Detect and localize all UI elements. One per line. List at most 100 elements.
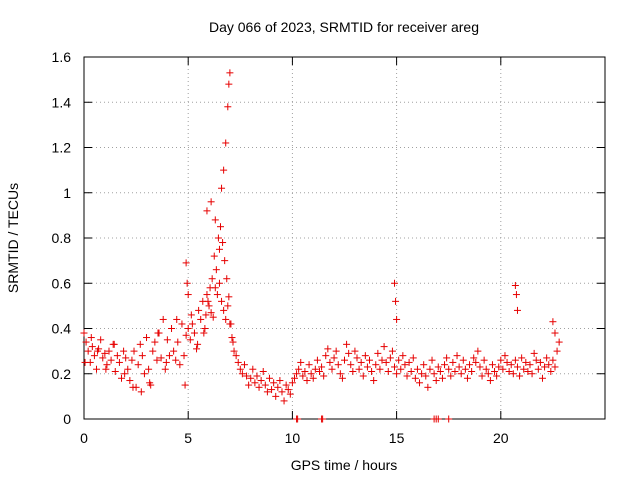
data-point bbox=[102, 365, 110, 373]
data-point bbox=[343, 340, 351, 348]
data-point bbox=[503, 358, 511, 366]
data-point bbox=[110, 340, 118, 348]
data-point bbox=[247, 374, 255, 382]
data-point bbox=[207, 309, 215, 317]
data-point bbox=[536, 358, 544, 366]
data-point bbox=[184, 325, 192, 332]
data-point bbox=[547, 367, 555, 375]
data-point bbox=[443, 354, 451, 362]
data-point bbox=[81, 358, 89, 366]
data-point bbox=[341, 356, 348, 364]
data-point bbox=[545, 361, 553, 369]
data-point bbox=[286, 390, 294, 398]
data-point bbox=[259, 367, 267, 375]
data-point bbox=[430, 370, 438, 378]
axis-ticks: 0 0.2 0.4 0.6 0.8 1 1.2 1.4 1.6 0 5 10 15 20 bbox=[52, 49, 605, 446]
data-point bbox=[493, 372, 501, 380]
data-point bbox=[347, 361, 355, 369]
data-point bbox=[522, 358, 530, 366]
data-point bbox=[378, 356, 386, 364]
data-point bbox=[215, 279, 223, 287]
data-point bbox=[524, 367, 532, 375]
data-point bbox=[122, 354, 130, 362]
data-point bbox=[520, 365, 528, 373]
data-point bbox=[499, 365, 507, 373]
data-point bbox=[372, 361, 380, 369]
data-point bbox=[549, 318, 557, 326]
data-point bbox=[388, 347, 396, 355]
data-point bbox=[245, 381, 253, 389]
data-point bbox=[168, 325, 176, 332]
data-point bbox=[240, 361, 248, 369]
data-point bbox=[459, 356, 467, 364]
data-point bbox=[295, 365, 303, 373]
data-point bbox=[163, 336, 171, 344]
data-point bbox=[126, 377, 134, 385]
data-point bbox=[509, 370, 517, 378]
data-point bbox=[270, 379, 278, 387]
data-point bbox=[187, 311, 195, 319]
data-point bbox=[376, 365, 384, 373]
y-tick-label: 0.4 bbox=[52, 321, 72, 337]
data-point bbox=[497, 356, 505, 364]
data-point bbox=[215, 245, 223, 253]
data-point bbox=[99, 354, 107, 362]
data-point bbox=[511, 356, 519, 364]
data-point bbox=[197, 315, 205, 323]
data-point bbox=[140, 370, 148, 378]
data-point bbox=[210, 252, 218, 260]
data-point bbox=[130, 347, 138, 355]
data-point bbox=[234, 358, 242, 366]
data-point bbox=[272, 392, 280, 400]
x-tick-label: 5 bbox=[184, 430, 192, 446]
data-point bbox=[374, 349, 382, 357]
data-points bbox=[80, 69, 563, 423]
x-axis-label: GPS time / hours bbox=[291, 457, 398, 473]
data-point bbox=[230, 347, 238, 355]
data-point bbox=[359, 372, 367, 380]
data-point bbox=[457, 370, 465, 378]
data-point bbox=[413, 365, 421, 373]
data-point bbox=[455, 363, 463, 371]
data-point bbox=[384, 367, 392, 375]
data-point bbox=[351, 347, 359, 355]
data-point bbox=[505, 367, 513, 375]
data-point bbox=[466, 361, 474, 369]
data-point bbox=[541, 363, 549, 371]
data-point bbox=[513, 306, 521, 314]
data-point bbox=[97, 336, 105, 344]
data-point bbox=[434, 415, 442, 423]
data-point bbox=[146, 379, 154, 387]
data-point bbox=[474, 347, 482, 355]
data-point bbox=[476, 363, 484, 371]
data-point bbox=[228, 334, 236, 342]
data-point bbox=[182, 259, 190, 267]
data-point bbox=[511, 282, 519, 290]
data-point bbox=[176, 361, 184, 369]
y-tick-label: 1.6 bbox=[52, 49, 72, 65]
chart-title: Day 066 of 2023, SRMTID for receiver are… bbox=[209, 19, 479, 35]
data-point bbox=[190, 329, 198, 337]
y-tick-label: 1.2 bbox=[52, 140, 72, 156]
data-point bbox=[188, 320, 196, 328]
data-point bbox=[326, 358, 334, 366]
data-point bbox=[213, 291, 221, 299]
data-point bbox=[284, 386, 292, 394]
data-point bbox=[209, 313, 217, 321]
data-point bbox=[290, 374, 298, 382]
data-point bbox=[461, 365, 469, 373]
data-point bbox=[134, 361, 142, 369]
data-point bbox=[203, 291, 211, 299]
data-point bbox=[399, 352, 407, 360]
data-point bbox=[243, 372, 251, 380]
data-point bbox=[173, 315, 181, 323]
data-point bbox=[370, 377, 378, 385]
data-point bbox=[222, 139, 230, 147]
data-point bbox=[345, 349, 353, 357]
data-point bbox=[154, 329, 162, 337]
data-point bbox=[103, 361, 111, 369]
data-point bbox=[309, 374, 317, 382]
data-point bbox=[128, 356, 136, 364]
data-point bbox=[441, 361, 449, 369]
